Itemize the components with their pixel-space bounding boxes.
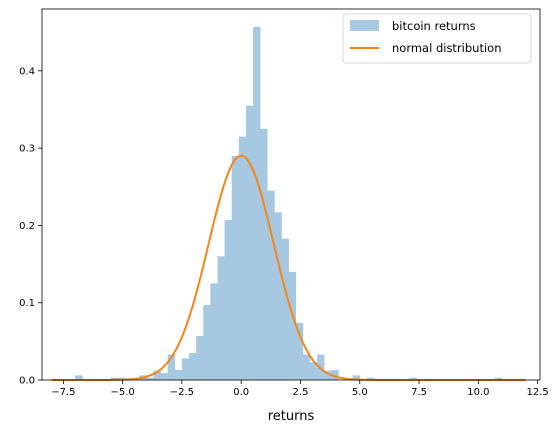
x-tick-label: 12.5	[526, 387, 548, 398]
histogram-bar	[267, 190, 275, 380]
histogram-bar	[160, 373, 168, 380]
y-tick-label: 0.1	[19, 298, 35, 309]
y-axis-ticks: 0.0 0.1 0.2 0.3 0.4	[19, 66, 42, 387]
histogram-bar	[174, 369, 183, 380]
x-tick-label: 5.0	[352, 387, 368, 398]
histogram-bar	[196, 335, 204, 380]
histogram-bar	[217, 256, 225, 380]
x-tick-label: −2.5	[170, 387, 194, 398]
histogram-bar	[231, 155, 240, 380]
plot-frame	[41, 8, 541, 381]
histogram-bar	[75, 375, 83, 380]
histogram-bar	[317, 354, 325, 380]
histogram-bar	[245, 105, 254, 381]
histogram-bar	[189, 352, 197, 380]
histogram-bar	[146, 377, 154, 380]
histogram-bar	[324, 370, 332, 380]
histogram-bar	[274, 212, 282, 380]
legend: bitcoin returns normal distribution	[342, 13, 532, 64]
x-tick-label: −5.0	[110, 387, 134, 398]
histogram-bar	[253, 26, 261, 381]
legend-box	[342, 13, 532, 64]
legend-label-normal-distribution: normal distribution	[392, 41, 502, 55]
x-tick-label: 7.5	[411, 387, 427, 398]
histogram-bar	[281, 238, 289, 380]
x-axis-ticks: −7.5 −5.0 −2.5 0.0 2.5 5.0 7.5 10.0 12.5	[51, 380, 549, 398]
histogram-bar	[167, 354, 176, 380]
histogram-bar	[110, 377, 119, 380]
histogram-bar	[203, 305, 211, 380]
histogram-bar	[309, 362, 318, 380]
histogram-bar	[153, 370, 161, 380]
x-tick-label: 10.0	[467, 387, 489, 398]
x-tick-label: −7.5	[51, 387, 75, 398]
x-tick-label: 0.0	[233, 387, 249, 398]
histogram-bar	[331, 369, 339, 380]
histogram-bar	[366, 377, 375, 380]
y-tick-label: 0.4	[19, 66, 35, 77]
histogram-bar	[210, 283, 218, 380]
histogram-bar	[288, 271, 297, 380]
histogram-bar	[494, 377, 503, 380]
x-tick-label: 2.5	[293, 387, 309, 398]
y-tick-label: 0.2	[19, 221, 35, 232]
histogram-bar	[260, 128, 268, 380]
histogram-bar	[238, 136, 247, 380]
histogram-bar	[224, 220, 233, 380]
histogram-bar	[409, 377, 417, 380]
legend-swatch-bitcoin-returns	[350, 20, 379, 31]
legend-label-bitcoin-returns: bitcoin returns	[392, 19, 476, 33]
histogram-bar	[295, 322, 304, 380]
x-axis-label: returns	[268, 409, 315, 424]
histogram-bar	[352, 375, 361, 380]
histogram-bars	[75, 26, 503, 381]
histogram-bar	[181, 358, 190, 380]
y-tick-label: 0.3	[19, 144, 35, 155]
y-tick-label: 0.0	[19, 376, 35, 387]
histogram-bar	[302, 354, 311, 380]
